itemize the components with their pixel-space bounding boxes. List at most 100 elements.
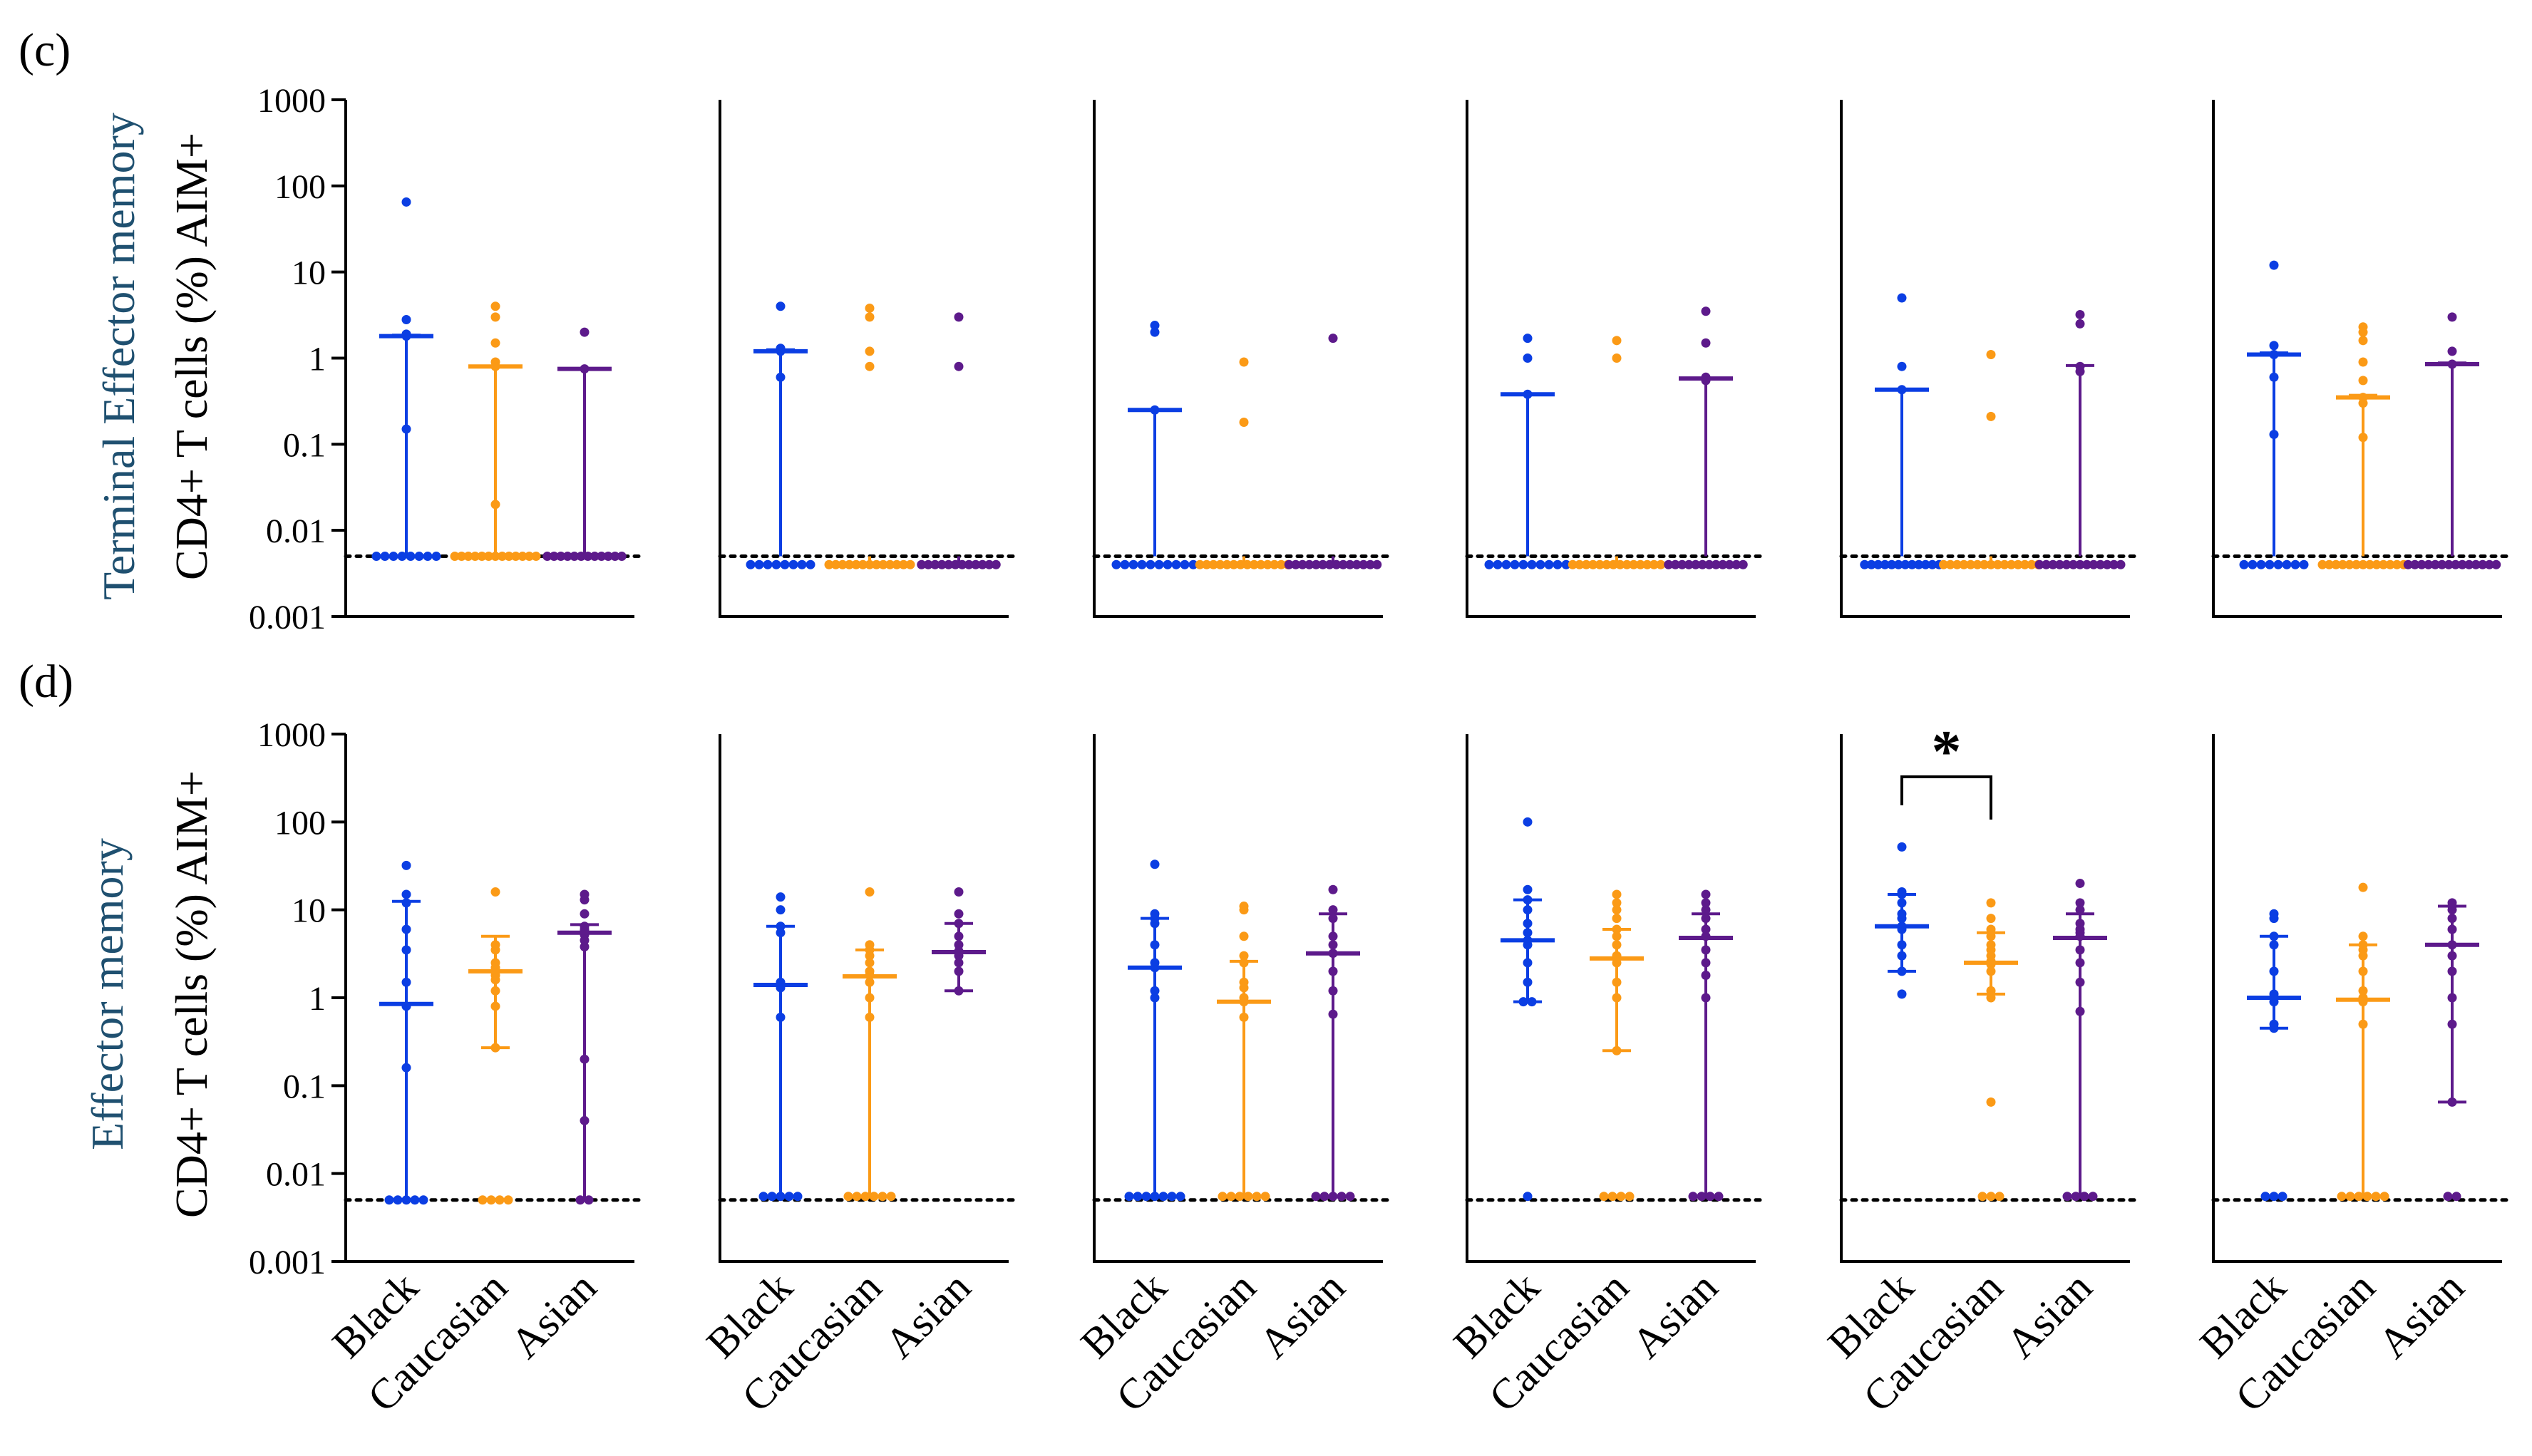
data-point (860, 1192, 870, 1202)
data-point (2358, 940, 2368, 950)
data-point (1239, 931, 1249, 941)
data-point (954, 919, 964, 929)
data-point (1365, 559, 1375, 569)
data-point (410, 1195, 420, 1205)
data-point (1243, 1192, 1253, 1202)
data-point (1239, 902, 1249, 912)
group-caucasian (468, 887, 523, 1205)
significance-asterisk: * (1932, 718, 1962, 785)
data-point (1270, 559, 1280, 569)
data-point (776, 1192, 786, 1202)
data-point (1986, 411, 1996, 421)
data-point (1337, 1192, 1347, 1202)
data-point (2116, 559, 2126, 569)
data-point (1866, 559, 1876, 569)
group-caucasian (1939, 349, 2043, 569)
data-point (490, 312, 500, 322)
data-point (2269, 372, 2279, 382)
data-point (414, 552, 424, 562)
data-point (2345, 559, 2355, 569)
data-point (2265, 559, 2275, 569)
data-point (384, 1195, 394, 1205)
data-point (780, 559, 790, 569)
data-point (584, 1195, 594, 1205)
data-point (2447, 1097, 2457, 1107)
group-asian (932, 887, 986, 996)
data-point (1527, 997, 1537, 1007)
group-caucasian (1590, 889, 1644, 1202)
data-point (401, 314, 411, 324)
data-point (1235, 1192, 1245, 1202)
group-asian (557, 889, 612, 1205)
data-point (2075, 1006, 2085, 1016)
ytick-label: 1000 (257, 716, 326, 754)
data-point (758, 1192, 768, 1202)
data-point (2088, 1192, 2098, 1202)
data-point (401, 424, 411, 434)
data-point (865, 1012, 875, 1022)
data-point (2079, 1192, 2089, 1202)
data-point (852, 1192, 862, 1202)
data-point (1568, 559, 1578, 569)
data-point (1649, 559, 1659, 569)
data-point (1328, 905, 1338, 915)
data-point (1907, 559, 1917, 569)
data-point (2352, 559, 2361, 569)
subpanel-d-3 (1092, 734, 1392, 1263)
data-point (2282, 559, 2292, 569)
data-point (1701, 945, 1711, 955)
data-point (865, 361, 875, 371)
data-point (1150, 940, 1160, 950)
data-point (2424, 559, 2434, 569)
group-asian (917, 312, 1001, 569)
group-asian (1679, 889, 1733, 1202)
data-point (1561, 559, 1571, 569)
data-point (1276, 559, 1286, 569)
data-point (2451, 559, 2461, 569)
data-point (2075, 879, 2085, 889)
data-point (1986, 966, 1996, 976)
ytick-label: 0.001 (249, 1244, 326, 1281)
data-point (917, 559, 927, 569)
data-point (1612, 993, 1622, 1003)
data-point (2417, 559, 2426, 569)
data-point (2075, 919, 2085, 929)
data-point (597, 552, 607, 562)
data-point (1260, 1192, 1270, 1202)
data-point (2457, 559, 2467, 569)
data-point (2269, 260, 2279, 270)
data-point (1607, 1192, 1617, 1202)
data-point (1697, 1192, 1707, 1202)
data-point (2042, 559, 2051, 569)
data-point (1701, 338, 1711, 348)
data-point (388, 552, 398, 562)
data-point (1897, 989, 1907, 999)
data-point (2447, 914, 2457, 924)
data-point (1523, 928, 1533, 938)
data-point (1612, 924, 1622, 934)
data-point (2075, 361, 2085, 371)
data-point (1897, 909, 1907, 919)
ytick-label: 100 (274, 804, 326, 842)
data-point (450, 552, 460, 562)
data-point (1897, 293, 1907, 303)
data-point (1518, 997, 1528, 1007)
data-point (486, 1195, 496, 1205)
data-point (1150, 859, 1160, 869)
data-point (763, 559, 773, 569)
data-point (923, 559, 933, 569)
data-point (788, 559, 798, 569)
data-point (2075, 977, 2085, 987)
data-point (1724, 559, 1734, 569)
data-point (2430, 559, 2440, 569)
data-point (1701, 898, 1711, 908)
data-point (776, 892, 786, 902)
data-point (542, 552, 552, 562)
data-point (490, 887, 500, 897)
data-point (2443, 1192, 2453, 1202)
data-point (1612, 977, 1622, 987)
group-caucasian (2336, 882, 2390, 1202)
data-point (2299, 559, 2309, 569)
data-point (1897, 361, 1907, 371)
panel-d-ylabel: CD4+ T cells (%) AIM+ (166, 770, 217, 1218)
